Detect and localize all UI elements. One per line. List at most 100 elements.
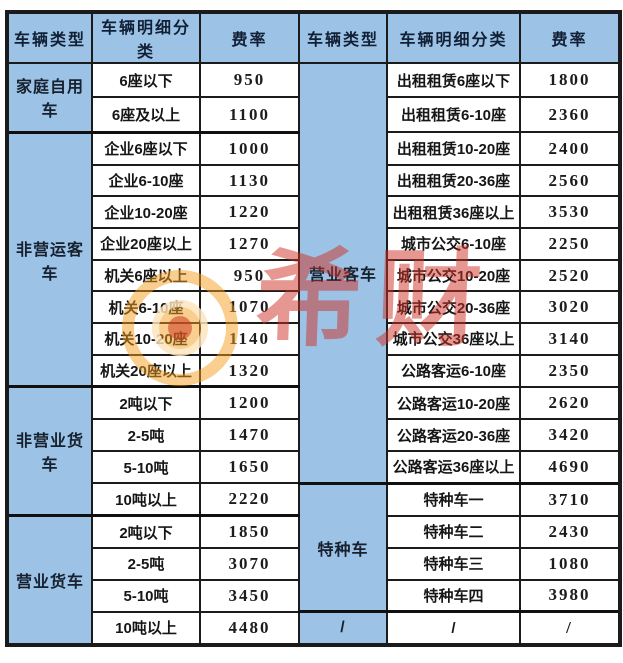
rate-cell: 1470 xyxy=(199,418,300,452)
detail-cell: 10吨以上 xyxy=(91,482,201,517)
table-row: 机关6-10座 1070 城市公交20-36座 3020 xyxy=(7,290,621,324)
table-row: 企业6-10座 1130 出租租赁20-36座 2560 xyxy=(7,163,621,198)
col-header-detail-right: 车辆明细分类 xyxy=(386,11,521,64)
rate-cell: 3980 xyxy=(519,578,621,613)
detail-cell: 城市公交10-20座 xyxy=(386,258,521,293)
rate-cell: 3140 xyxy=(519,322,621,356)
detail-cell: 企业6座以下 xyxy=(91,130,201,166)
table-row: 非营运客车 企业6座以下 1000 出租租赁10-20座 2400 xyxy=(6,130,621,388)
rate-cell: 3450 xyxy=(199,578,300,613)
rate-cell: 2430 xyxy=(519,514,621,549)
table-row: 10吨以上 4480 / / / xyxy=(7,610,621,647)
detail-cell: 6座及以上 xyxy=(91,96,201,134)
detail-cell: 城市公交36座以上 xyxy=(386,322,521,356)
detail-cell: 机关6座以上 xyxy=(91,258,201,293)
col-header-rate-right: 费率 xyxy=(519,11,621,64)
detail-cell: 公路客运10-20座 xyxy=(386,385,521,421)
table-row: 企业20座以上 1270 城市公交6-10座 2250 xyxy=(7,227,621,261)
rate-cell: 3420 xyxy=(519,418,621,452)
rate-cell: 2560 xyxy=(519,163,621,198)
detail-cell: 公路客运6-10座 xyxy=(386,353,521,388)
detail-cell: / xyxy=(386,610,521,647)
detail-cell: 机关6-10座 xyxy=(91,290,201,324)
detail-cell: 5-10吨 xyxy=(91,449,201,485)
rate-cell: 1800 xyxy=(519,61,621,99)
vehicle-type-cell: 非营运客车 xyxy=(6,130,93,388)
detail-cell: 2吨以下 xyxy=(91,514,201,549)
table-row: 5-10吨 3450 特种车四 3980 xyxy=(7,578,621,613)
detail-cell: 机关10-20座 xyxy=(91,322,201,356)
rate-cell: 2400 xyxy=(519,131,621,166)
rate-cell: 1200 xyxy=(199,385,300,421)
rate-cell: 950 xyxy=(199,258,300,293)
rate-cell: 1080 xyxy=(519,546,621,581)
rate-cell: 2250 xyxy=(519,227,621,261)
vehicle-type-cell: 特种车 xyxy=(298,481,388,613)
detail-cell: 特种车一 xyxy=(386,481,521,517)
detail-cell: 2-5吨 xyxy=(91,418,201,452)
table-row: 6座及以上 1100 出租租赁6-10座 2360 xyxy=(7,96,621,134)
rate-cell: 1270 xyxy=(199,227,300,261)
table-row: 家庭自用车 6座以下 950 营业客车 出租租赁6座以下 1800 xyxy=(6,61,621,485)
detail-cell: 出租租赁6座以下 xyxy=(386,61,521,99)
detail-cell: 2吨以下 xyxy=(91,385,201,421)
col-header-rate-left: 费率 xyxy=(199,11,300,64)
detail-cell: 城市公交6-10座 xyxy=(386,227,521,261)
table-row: 非营业货车 2吨以下 1200 公路客运10-20座 2620 xyxy=(6,385,621,517)
rate-cell: 950 xyxy=(199,61,300,99)
detail-cell: 出租租赁20-36座 xyxy=(386,163,521,198)
detail-cell: 企业10-20座 xyxy=(91,195,201,230)
rate-cell: 1320 xyxy=(199,353,300,388)
detail-cell: 城市公交20-36座 xyxy=(386,290,521,324)
detail-cell: 企业20座以上 xyxy=(91,227,201,261)
detail-cell: 机关20座以上 xyxy=(91,353,201,388)
detail-cell: 2-5吨 xyxy=(91,546,201,581)
col-header-vehicle-type-right: 车辆类型 xyxy=(298,11,388,64)
rate-cell: 3530 xyxy=(519,195,621,230)
table-row: 企业10-20座 1220 出租租赁36座以上 3530 xyxy=(7,195,621,230)
rate-cell: / xyxy=(519,610,621,647)
rate-cell: 1650 xyxy=(199,449,300,485)
table-row: 2-5吨 1470 公路客运20-36座 3420 xyxy=(7,418,621,452)
rate-cell: 2220 xyxy=(199,482,300,517)
table-row: 5-10吨 1650 公路客运36座以上 4690 xyxy=(7,449,621,485)
rate-cell: 2360 xyxy=(519,96,621,134)
detail-cell: 出租租赁10-20座 xyxy=(386,131,521,166)
rate-cell: 1070 xyxy=(199,290,300,324)
rate-cell: 1130 xyxy=(199,163,300,198)
vehicle-type-cell: / xyxy=(298,610,388,647)
detail-cell: 出租租赁36座以上 xyxy=(386,195,521,230)
vehicle-type-cell: 非营业货车 xyxy=(6,385,93,517)
detail-cell: 出租租赁6-10座 xyxy=(386,96,521,134)
detail-cell: 5-10吨 xyxy=(91,578,201,613)
rate-cell: 1850 xyxy=(199,514,300,549)
rate-cell: 2520 xyxy=(519,258,621,293)
vehicle-type-cell: 营业货车 xyxy=(6,514,93,647)
detail-cell: 公路客运36座以上 xyxy=(386,449,521,485)
detail-cell: 6座以下 xyxy=(91,61,201,99)
detail-cell: 公路客运20-36座 xyxy=(386,418,521,452)
table-row: 营业货车 2吨以下 1850 特种车二 2430 xyxy=(6,514,621,647)
col-header-vehicle-type-left: 车辆类型 xyxy=(6,11,93,64)
rate-cell: 4480 xyxy=(199,610,300,647)
rate-cell: 2350 xyxy=(519,353,621,388)
detail-cell: 特种车三 xyxy=(386,546,521,581)
rate-table: 车辆类型 车辆明细分类 费率 车辆类型 车辆明细分类 费率 家庭自用车 6座以下… xyxy=(5,10,622,647)
header-row: 车辆类型 车辆明细分类 费率 车辆类型 车辆明细分类 费率 xyxy=(6,11,621,64)
rate-cell: 1000 xyxy=(199,130,300,166)
rate-cell: 3710 xyxy=(519,481,621,517)
vehicle-type-cell: 家庭自用车 xyxy=(6,61,93,134)
rate-cell: 1140 xyxy=(199,322,300,356)
rate-cell: 3020 xyxy=(519,290,621,324)
detail-cell: 特种车二 xyxy=(386,514,521,549)
rate-cell: 3070 xyxy=(199,546,300,581)
detail-cell: 10吨以上 xyxy=(91,610,201,647)
vehicle-type-cell: 营业客车 xyxy=(298,61,388,485)
col-header-detail-left: 车辆明细分类 xyxy=(91,11,201,64)
rate-cell: 1100 xyxy=(199,96,300,134)
detail-cell: 企业6-10座 xyxy=(91,163,201,198)
detail-cell: 特种车四 xyxy=(386,578,521,613)
table-row: 10吨以上 2220 特种车 特种车一 3710 xyxy=(7,481,621,613)
rate-cell: 2620 xyxy=(519,385,621,421)
